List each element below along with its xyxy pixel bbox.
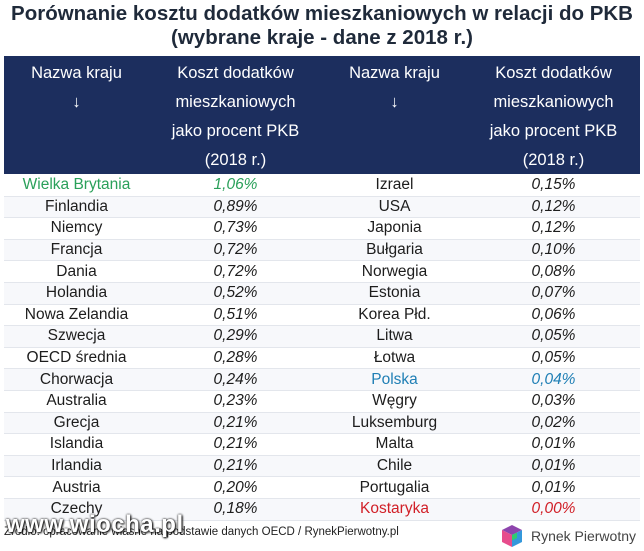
table-row: OECD średnia 0,28% Łotwa 0,05%: [4, 348, 640, 370]
value-left: 0,29%: [213, 327, 258, 345]
country-right: Izrael: [375, 176, 414, 194]
country-left: Austria: [52, 478, 101, 496]
value-left: 0,21%: [213, 457, 258, 475]
country-right: Bułgaria: [366, 241, 423, 259]
country-right: USA: [378, 197, 411, 215]
country-left: Finlandia: [45, 197, 108, 215]
value-right: 0,02%: [531, 413, 576, 431]
country-left: Australia: [46, 392, 107, 410]
value-left: 0,24%: [213, 370, 258, 388]
table-body: Wielka Brytania 1,06% Izrael 0,15% Finlandia…: [4, 175, 640, 521]
country-left: Wielka Brytania: [22, 176, 131, 194]
value-right: 0,08%: [531, 262, 576, 280]
country-left: Islandia: [49, 435, 104, 453]
table-row: Irlandia 0,21% Chile 0,01%: [4, 455, 640, 478]
value-left: 0,18%: [213, 500, 258, 518]
country-right: Luksemburg: [351, 413, 438, 431]
value-right: 0,00%: [531, 500, 576, 518]
country-right: Kostaryka: [360, 500, 429, 518]
country-right: Korea Płd.: [358, 305, 431, 323]
value-left: 0,23%: [213, 392, 258, 410]
table-row: Szwecja 0,29% Litwa 0,05%: [4, 326, 640, 348]
table-row: Francja 0,72% Bułgaria 0,10%: [4, 239, 640, 262]
country-right: Polska: [371, 370, 418, 388]
country-left: Irlandia: [51, 457, 102, 475]
value-right: 0,04%: [531, 370, 576, 388]
country-right: Estonia: [368, 284, 421, 302]
value-right: 0,03%: [531, 392, 576, 410]
country-right: Japonia: [367, 219, 422, 237]
header-cost-left: Koszt dodatków mieszkaniowych jako proce…: [171, 64, 300, 169]
country-right: Malta: [375, 435, 414, 453]
country-left: Chorwacja: [39, 370, 114, 388]
value-right: 0,05%: [531, 327, 576, 345]
value-right: 0,07%: [531, 284, 576, 302]
table-row: Finlandia 0,89% USA 0,12%: [4, 196, 640, 219]
title-line-1: Porównanie kosztu dodatków mieszkaniowyc…: [11, 2, 633, 25]
table-header: Nazwa kraju ↓ Koszt dodatków mieszkaniow…: [4, 56, 640, 174]
value-right: 0,01%: [531, 478, 576, 496]
value-left: 0,28%: [213, 349, 258, 367]
country-left: OECD średnia: [26, 349, 127, 367]
table-row: Dania 0,72% Norwegia 0,08%: [4, 261, 640, 283]
arrow-down-icon: ↓: [72, 93, 81, 111]
value-left: 0,21%: [213, 413, 258, 431]
source-note: Źródło: opracowanie własne na podstawie …: [4, 526, 399, 538]
value-left: 0,89%: [213, 197, 258, 215]
value-right: 0,01%: [531, 435, 576, 453]
country-right: Łotwa: [373, 349, 416, 367]
value-right: 0,12%: [531, 219, 576, 237]
footer: Źródło: opracowanie własne na podstawie …: [4, 511, 640, 551]
header-country-left: Nazwa kraju ↓: [4, 56, 149, 174]
value-right: 0,05%: [531, 349, 576, 367]
table-row: Niemcy 0,73% Japonia 0,12%: [4, 218, 640, 240]
header-country-right: Nazwa kraju ↓: [322, 56, 467, 174]
value-left: 0,73%: [213, 219, 258, 237]
brand-name: Rynek Pierwotny: [530, 528, 636, 544]
table-row: Austria 0,20% Portugalia 0,01%: [4, 477, 640, 499]
country-left: Czechy: [50, 500, 103, 518]
value-left: 0,21%: [213, 435, 258, 453]
country-right: Chile: [376, 457, 413, 475]
value-right: 0,10%: [531, 241, 576, 259]
value-left: 0,20%: [213, 478, 258, 496]
country-right: Litwa: [376, 327, 413, 345]
country-left: Nowa Zelandia: [24, 305, 129, 323]
value-left: 0,72%: [213, 241, 258, 259]
country-left: Szwecja: [47, 327, 106, 345]
table-row: Grecja 0,21% Luksemburg 0,02%: [4, 412, 640, 435]
country-left: Holandia: [45, 284, 108, 302]
value-right: 0,06%: [531, 305, 576, 323]
value-left: 0,52%: [213, 284, 258, 302]
country-right: Portugalia: [359, 478, 430, 496]
value-left: 0,51%: [213, 305, 258, 323]
table-row: Chorwacja 0,24% Polska 0,04%: [4, 369, 640, 391]
country-left: Niemcy: [50, 219, 103, 237]
page-title: Porównanie kosztu dodatków mieszkaniowyc…: [0, 0, 644, 50]
country-left: Dania: [56, 262, 97, 280]
country-right: Norwegia: [361, 262, 428, 280]
table-row: Holandia 0,52% Estonia 0,07%: [4, 282, 640, 305]
header-cost-right: Koszt dodatków mieszkaniowych jako proce…: [489, 64, 618, 169]
value-left: 1,06%: [213, 176, 258, 194]
watermark: www.wiocha.pl: [6, 511, 184, 538]
cube-logo-icon: [501, 525, 522, 547]
value-left: 0,72%: [213, 262, 258, 280]
table-row: Czechy 0,18% Kostaryka 0,00%: [4, 498, 640, 521]
table-row: Wielka Brytania 1,06% Izrael 0,15%: [4, 175, 640, 197]
country-right: Węgry: [372, 392, 417, 410]
table-row: Islandia 0,21% Malta 0,01%: [4, 434, 640, 456]
value-right: 0,12%: [531, 197, 576, 215]
brand: Rynek Pierwotny: [499, 521, 636, 551]
country-left: Grecja: [53, 413, 100, 431]
table-row: Australia 0,23% Węgry 0,03%: [4, 391, 640, 413]
arrow-down-icon: ↓: [390, 93, 399, 111]
value-right: 0,15%: [531, 176, 576, 194]
table-row: Nowa Zelandia 0,51% Korea Płd. 0,06%: [4, 305, 640, 327]
title-line-2: (wybrane kraje - dane z 2018 r.): [171, 26, 473, 49]
country-left: Francja: [50, 241, 103, 259]
value-right: 0,01%: [531, 457, 576, 475]
